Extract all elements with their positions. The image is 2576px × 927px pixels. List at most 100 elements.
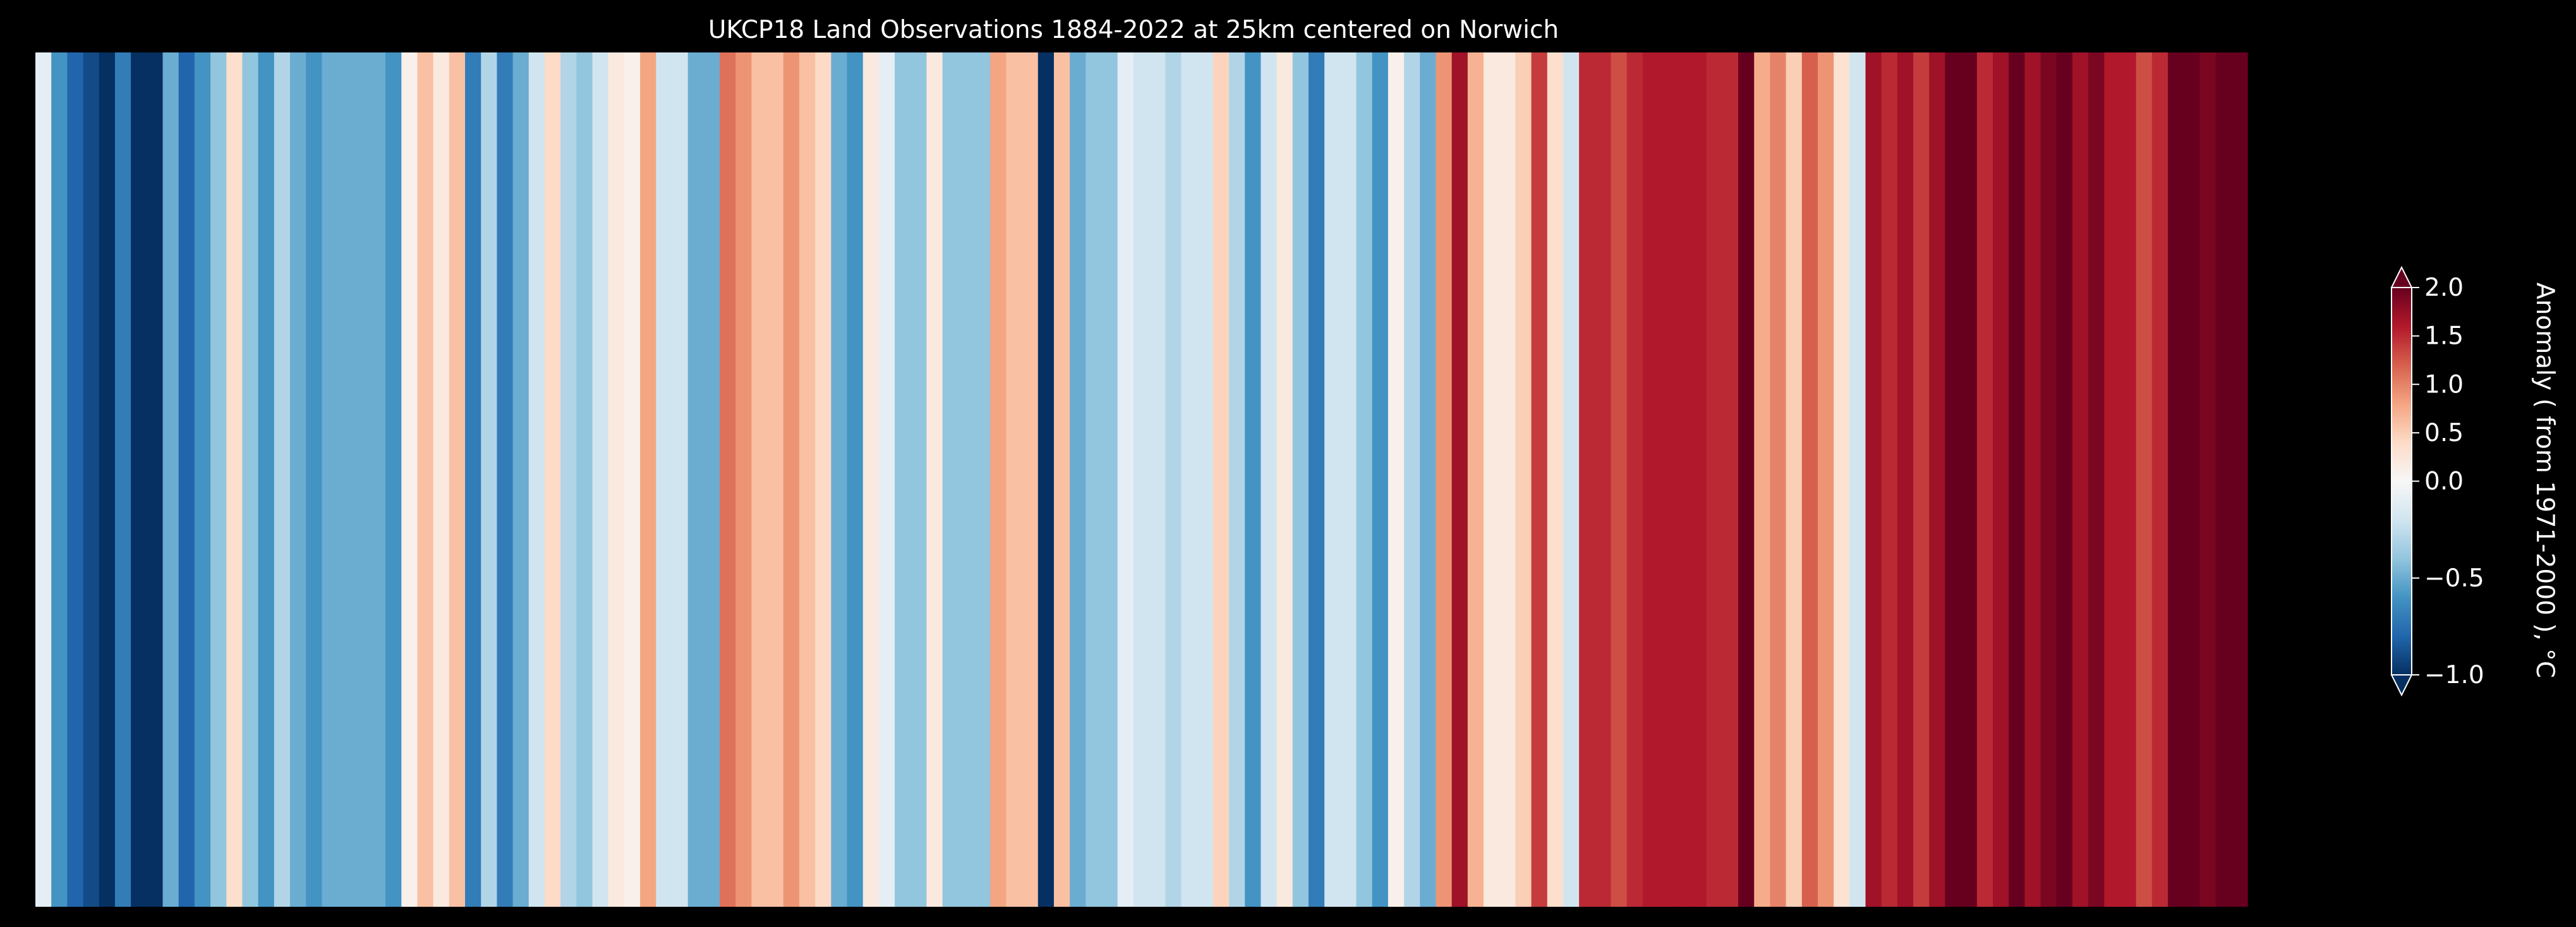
stripe	[1626, 52, 1643, 907]
stripe	[449, 52, 466, 907]
stripe	[2120, 52, 2137, 907]
stripe	[1595, 52, 1612, 907]
stripe	[1786, 52, 1803, 907]
stripe	[1308, 52, 1325, 907]
stripe	[1531, 52, 1548, 907]
stripe	[1436, 52, 1453, 907]
stripe	[1404, 52, 1420, 907]
stripe	[2088, 52, 2105, 907]
stripe	[560, 52, 577, 907]
stripe	[1770, 52, 1787, 907]
stripe	[226, 52, 243, 907]
stripe	[751, 52, 768, 907]
stripe	[1881, 52, 1898, 907]
stripe	[497, 52, 514, 907]
stripe	[1022, 52, 1039, 907]
stripe	[1913, 52, 1930, 907]
colorbar-tick-label: 0.0	[2424, 468, 2464, 496]
stripe	[114, 52, 131, 907]
stripe	[1420, 52, 1437, 907]
stripe	[1849, 52, 1866, 907]
stripe	[2056, 52, 2073, 907]
stripe	[1993, 52, 2009, 907]
colorbar-gradient	[2392, 288, 2412, 675]
colorbar: −1.0 −0.5 0.0 0.5 1.0 1.5 2.0	[2390, 265, 2484, 697]
stripe	[1388, 52, 1405, 907]
stripe	[1484, 52, 1500, 907]
stripe	[799, 52, 816, 907]
stripe	[2009, 52, 2025, 907]
stripe	[910, 52, 928, 907]
stripe	[1212, 52, 1230, 907]
stripe	[624, 52, 641, 907]
stripe	[1722, 52, 1739, 907]
stripe	[67, 52, 84, 907]
stripe	[942, 52, 959, 907]
stripes-group	[35, 52, 2248, 907]
stripe	[815, 52, 831, 907]
stripe	[1961, 52, 1978, 907]
stripe	[1817, 52, 1834, 907]
stripe	[958, 52, 975, 907]
stripe	[1897, 52, 1914, 907]
stripe	[1563, 52, 1580, 907]
stripe	[1197, 52, 1214, 907]
stripe	[544, 52, 561, 907]
stripe	[1642, 52, 1659, 907]
stripe	[289, 52, 306, 907]
stripe	[703, 52, 720, 907]
stripe	[369, 52, 386, 907]
stripe	[1706, 52, 1723, 907]
stripe	[1754, 52, 1770, 907]
stripe	[337, 52, 354, 907]
stripe	[2231, 52, 2248, 907]
stripe	[767, 52, 784, 907]
colorbar-tick-label: 0.5	[2424, 419, 2464, 447]
colorbar-tick-label: −1.0	[2424, 661, 2484, 689]
stripe	[2151, 52, 2168, 907]
stripe	[1659, 52, 1675, 907]
stripe	[1053, 52, 1070, 907]
stripe	[1451, 52, 1468, 907]
stripe	[2168, 52, 2184, 907]
stripe	[735, 52, 753, 907]
stripe	[1245, 52, 1262, 907]
stripe	[608, 52, 625, 907]
stripe	[51, 52, 68, 907]
stripe	[1356, 52, 1373, 907]
colorbar-label: Anomaly ( from 1971-2000 ), °C	[2531, 282, 2559, 678]
stripe	[1070, 52, 1086, 907]
stripe	[656, 52, 673, 907]
stripe	[1261, 52, 1278, 907]
stripe	[1865, 52, 1882, 907]
stripe	[1037, 52, 1055, 907]
stripe	[2136, 52, 2153, 907]
stripe	[1372, 52, 1389, 907]
stripe	[2215, 52, 2232, 907]
stripe	[1276, 52, 1293, 907]
stripe	[687, 52, 704, 907]
stripe	[926, 52, 943, 907]
stripe	[783, 52, 800, 907]
stripe	[1467, 52, 1484, 907]
stripe	[2104, 52, 2121, 907]
stripe	[1229, 52, 1245, 907]
colorbar-tick-label: 2.0	[2424, 274, 2464, 302]
stripe	[974, 52, 991, 907]
stripe	[210, 52, 227, 907]
stripe	[385, 52, 402, 907]
stripe	[1324, 52, 1341, 907]
stripe	[1976, 52, 1993, 907]
stripe	[878, 52, 895, 907]
stripe	[1085, 52, 1103, 907]
stripe	[1945, 52, 1962, 907]
stripe	[1499, 52, 1516, 907]
colorbar-tick-label: 1.0	[2424, 370, 2464, 399]
stripe	[162, 52, 179, 907]
stripe	[178, 52, 195, 907]
stripe	[1006, 52, 1023, 907]
stripe	[1929, 52, 1946, 907]
stripe	[990, 52, 1007, 907]
stripe	[83, 52, 100, 907]
stripe	[194, 52, 211, 907]
